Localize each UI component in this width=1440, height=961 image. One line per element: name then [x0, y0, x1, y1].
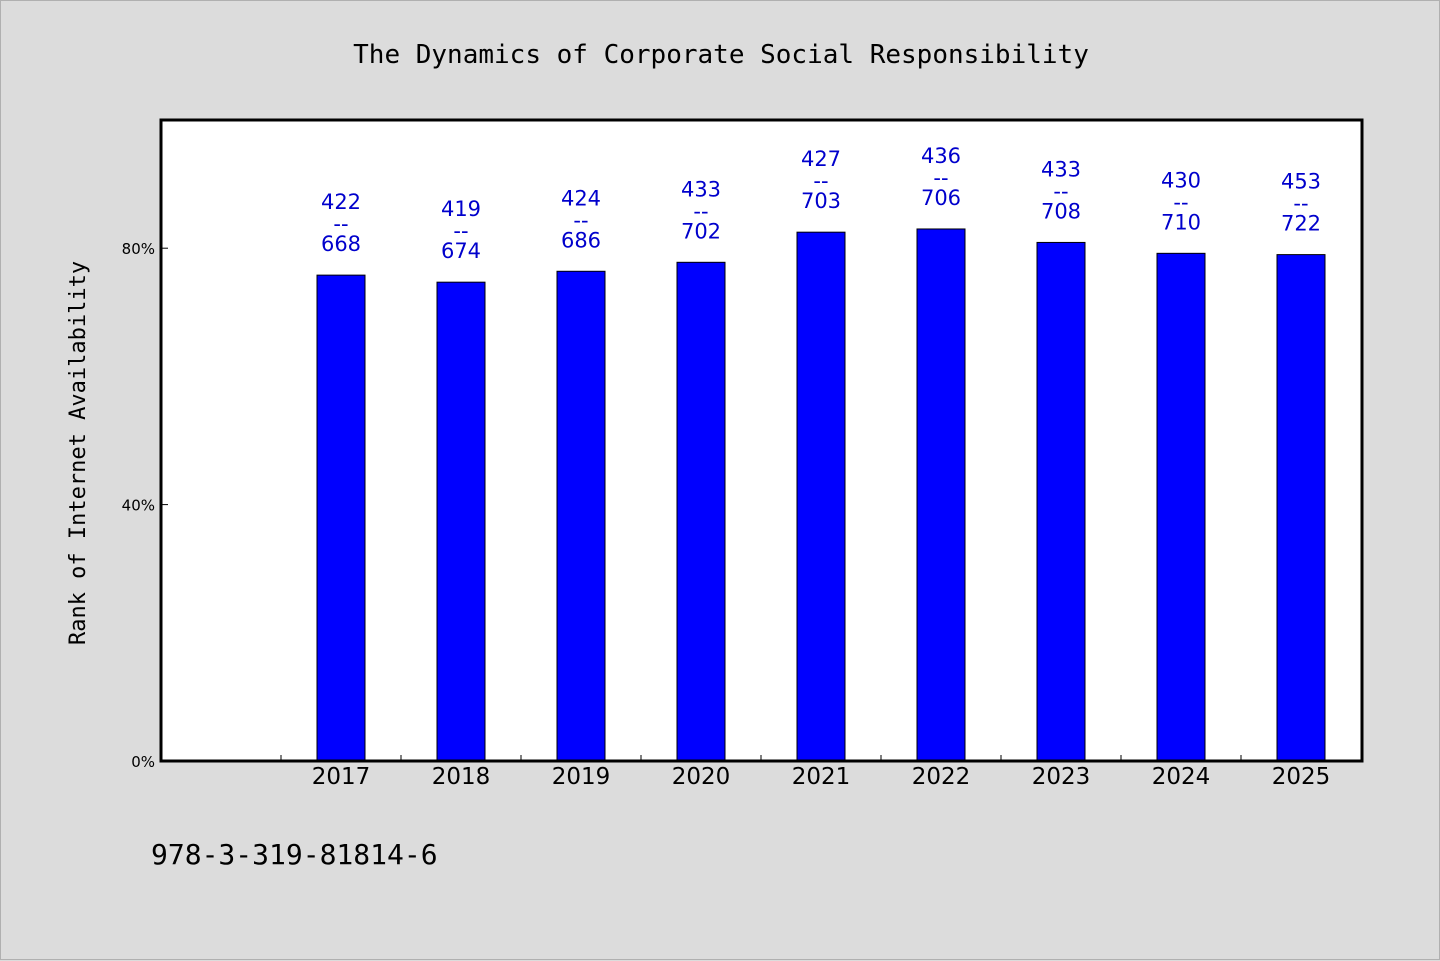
x-axis: 2017 2018 2019 2020 2021 2022 2023 2024 2025 — [280, 755, 1362, 790]
data-label-top: 433 — [1041, 157, 1081, 181]
y-axis-label: Rank of Internet Availability — [66, 261, 91, 645]
data-label-bottom: 686 — [561, 228, 601, 252]
y-tick-label: 40% — [122, 497, 155, 515]
bar-2020 — [676, 261, 726, 762]
x-tick-label-2023: 2023 — [1032, 764, 1091, 790]
data-label-separator: -- — [333, 212, 348, 236]
bar-2018 — [436, 281, 486, 762]
bar-2021 — [796, 231, 846, 762]
data-label-separator: -- — [1053, 179, 1068, 203]
data-label-separator: -- — [573, 208, 588, 232]
data-label-top: 419 — [441, 197, 481, 221]
bar-2017 — [316, 274, 366, 762]
y-axis: 0% 40% 80% — [122, 240, 168, 771]
bar-2024 — [1156, 252, 1206, 762]
data-label-bottom: 706 — [921, 186, 961, 210]
x-tick-label-2020: 2020 — [672, 764, 731, 790]
data-label-top: 453 — [1281, 170, 1321, 194]
data-labels-layer: 422--668419--674424--686433--702427--703… — [321, 144, 1321, 263]
data-label-top: 427 — [801, 147, 841, 171]
data-label-top: 422 — [321, 190, 361, 214]
y-tick-label: 80% — [122, 240, 155, 258]
footer-code: 978-3-319-81814-6 — [151, 838, 438, 871]
x-tick-label-2024: 2024 — [1152, 764, 1211, 790]
data-label-bottom: 708 — [1041, 199, 1081, 223]
data-label-top: 436 — [921, 144, 961, 168]
x-tick-label-2022: 2022 — [912, 764, 971, 790]
data-label-bottom: 674 — [441, 239, 481, 263]
x-tick-label-2025: 2025 — [1272, 764, 1331, 790]
bar-2025 — [1276, 254, 1326, 762]
data-label-bottom: 702 — [681, 219, 721, 243]
x-tick-label-2018: 2018 — [432, 764, 491, 790]
bar-2023 — [1036, 241, 1086, 762]
x-tick-label-2017: 2017 — [312, 764, 371, 790]
data-label-bottom: 668 — [321, 232, 361, 256]
data-label-separator: -- — [453, 219, 468, 243]
data-label-separator: -- — [933, 166, 948, 190]
data-label-separator: -- — [1173, 190, 1188, 214]
chart-title: The Dynamics of Corporate Social Respons… — [353, 40, 1089, 70]
plot-border — [159, 118, 1364, 763]
x-tick-label-2021: 2021 — [792, 764, 851, 790]
bars-layer — [316, 228, 1326, 762]
data-label-bottom: 703 — [801, 189, 841, 213]
data-label-separator: -- — [1293, 192, 1308, 216]
data-label-separator: -- — [813, 169, 828, 193]
y-tick-label: 0% — [131, 753, 155, 771]
bar-2022 — [916, 228, 966, 762]
data-label-top: 424 — [561, 186, 601, 210]
x-tick-label-2019: 2019 — [552, 764, 611, 790]
data-label-top: 433 — [681, 177, 721, 201]
data-label-top: 430 — [1161, 168, 1201, 192]
bar-2019 — [556, 270, 606, 762]
data-label-separator: -- — [693, 199, 708, 223]
data-label-bottom: 710 — [1161, 210, 1201, 234]
data-label-bottom: 722 — [1281, 212, 1321, 236]
